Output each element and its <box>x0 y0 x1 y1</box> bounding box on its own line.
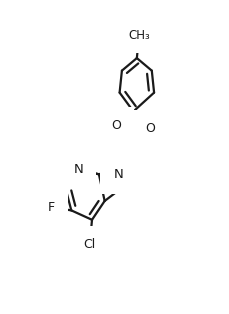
Text: Cl: Cl <box>83 238 95 252</box>
Text: F: F <box>48 201 55 214</box>
Text: S: S <box>128 133 136 146</box>
Text: O: O <box>145 122 155 135</box>
Text: N: N <box>113 168 123 181</box>
Text: CH₃: CH₃ <box>128 29 149 42</box>
Text: N: N <box>73 163 83 176</box>
Text: O: O <box>111 119 121 132</box>
